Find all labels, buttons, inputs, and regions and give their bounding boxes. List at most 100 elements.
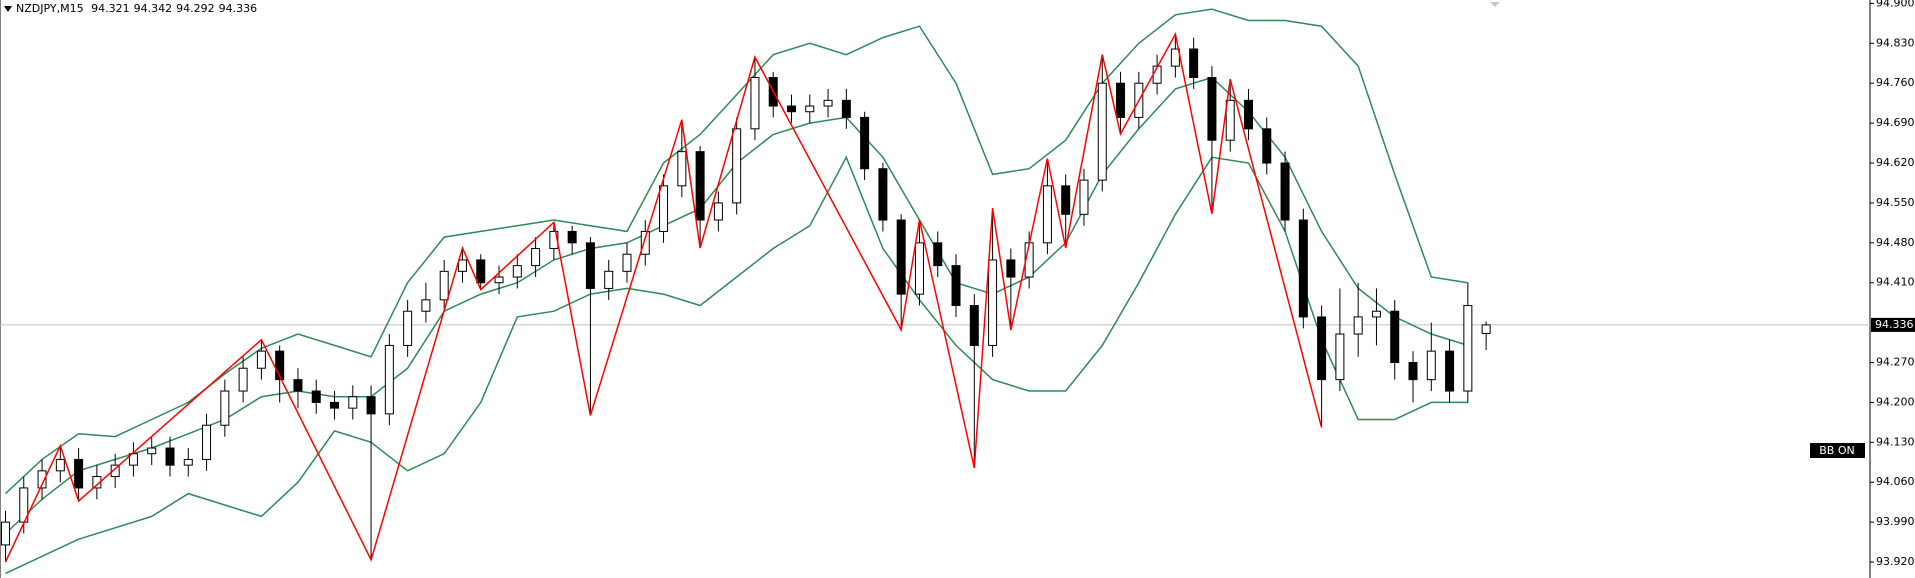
candle-body bbox=[1243, 99, 1253, 130]
candle-body bbox=[787, 105, 797, 113]
candle-body bbox=[695, 151, 705, 221]
candle-body bbox=[823, 99, 833, 107]
candle-body bbox=[860, 116, 870, 170]
header: NZDJPY,M15 94.321 94.342 94.292 94.336 bbox=[4, 2, 261, 15]
candle-body bbox=[37, 470, 47, 489]
candle-body bbox=[1116, 82, 1126, 118]
candle-body bbox=[183, 458, 193, 466]
candle-body bbox=[1426, 350, 1436, 381]
bollinger-lower bbox=[5, 155, 1468, 575]
symbol: NZDJPY,M15 bbox=[16, 2, 84, 15]
candle-body bbox=[933, 242, 943, 267]
candle-body bbox=[677, 151, 687, 187]
y-tick-label: 94.130 bbox=[1876, 435, 1915, 448]
current-price-label: 94.336 bbox=[1875, 318, 1914, 331]
current-price-box bbox=[1871, 317, 1915, 332]
candle-body bbox=[988, 259, 998, 346]
y-tick-label: 94.060 bbox=[1876, 475, 1915, 488]
candle-body bbox=[311, 390, 321, 403]
candle-body bbox=[659, 185, 669, 232]
candle-body bbox=[293, 379, 303, 392]
candle-body bbox=[348, 396, 358, 409]
shift-marker bbox=[1490, 2, 1500, 7]
y-tick-label: 94.690 bbox=[1876, 116, 1915, 129]
candle-body bbox=[1042, 185, 1052, 244]
candle-body bbox=[585, 242, 595, 289]
y-tick-label: 94.200 bbox=[1876, 395, 1915, 408]
y-tick-label: 94.270 bbox=[1876, 356, 1915, 369]
candle-body bbox=[1225, 99, 1235, 141]
y-tick-label: 94.620 bbox=[1876, 156, 1915, 169]
candle-body bbox=[1280, 162, 1290, 221]
candle-body bbox=[330, 401, 340, 409]
candle-body bbox=[713, 202, 723, 221]
y-tick-label: 94.480 bbox=[1876, 236, 1915, 249]
candle-body bbox=[366, 396, 376, 415]
candle-body bbox=[147, 447, 157, 455]
candle-body bbox=[531, 248, 541, 267]
candle-body bbox=[1408, 362, 1418, 381]
candle-body bbox=[165, 447, 175, 466]
candle-body bbox=[567, 230, 577, 244]
menu-triangle bbox=[4, 6, 12, 12]
candle-body bbox=[1353, 316, 1363, 335]
candle-body bbox=[1170, 48, 1180, 67]
candle-body bbox=[439, 270, 449, 301]
candle-body bbox=[604, 270, 614, 289]
candle-body bbox=[476, 259, 486, 284]
candle-body bbox=[1262, 128, 1272, 164]
candle-body bbox=[640, 230, 650, 255]
candle-body bbox=[128, 453, 138, 466]
candle-body bbox=[0, 521, 10, 546]
candle-body bbox=[1390, 310, 1400, 364]
candle-body bbox=[1481, 324, 1491, 334]
candle-body bbox=[805, 105, 815, 113]
candle-body bbox=[220, 390, 230, 426]
candle-body bbox=[494, 276, 504, 284]
candle-body bbox=[1207, 77, 1217, 141]
candle-body bbox=[238, 367, 248, 392]
candle-body bbox=[878, 168, 888, 221]
candle-body bbox=[457, 259, 467, 272]
candle-body bbox=[951, 265, 961, 307]
candle-body bbox=[732, 128, 742, 204]
y-tick-label: 94.550 bbox=[1876, 196, 1915, 209]
y-tick-label: 94.760 bbox=[1876, 76, 1915, 89]
header-open: 94.321 bbox=[91, 2, 130, 15]
candle-body bbox=[1097, 82, 1107, 181]
y-tick-label: 93.920 bbox=[1876, 555, 1915, 568]
candle-body bbox=[275, 350, 285, 381]
candle-body bbox=[1189, 48, 1199, 79]
y-tick-label: 94.900 bbox=[1876, 0, 1915, 9]
y-tick-label: 93.990 bbox=[1876, 515, 1915, 528]
candle-body bbox=[841, 99, 851, 118]
header-low: 94.292 bbox=[176, 2, 215, 15]
header-close: 94.336 bbox=[218, 2, 258, 15]
candle-body bbox=[1006, 259, 1016, 278]
candle-body bbox=[1079, 179, 1089, 215]
candle-body bbox=[1445, 350, 1455, 392]
candle-body bbox=[74, 458, 84, 489]
candle-body bbox=[969, 305, 979, 346]
candle-body bbox=[202, 424, 212, 460]
candle-body bbox=[55, 458, 65, 472]
bollinger-upper bbox=[4, 8, 1468, 495]
y-tick-label: 94.830 bbox=[1876, 36, 1915, 49]
header-high: 94.342 bbox=[133, 2, 173, 15]
candle-body bbox=[1317, 316, 1327, 381]
y-tick-label: 94.410 bbox=[1876, 276, 1915, 289]
candle-body bbox=[1463, 305, 1473, 392]
zigzag bbox=[4, 32, 1323, 563]
indicator-box bbox=[1810, 443, 1865, 458]
candle-body bbox=[1371, 310, 1381, 318]
candle-body bbox=[1061, 185, 1071, 215]
candle-body bbox=[256, 350, 266, 369]
candle-body bbox=[1335, 333, 1345, 381]
candle-body bbox=[403, 310, 413, 346]
candle-body bbox=[914, 242, 924, 295]
candle-body bbox=[750, 77, 760, 130]
candle-body bbox=[421, 299, 431, 312]
candle-body bbox=[512, 265, 522, 278]
